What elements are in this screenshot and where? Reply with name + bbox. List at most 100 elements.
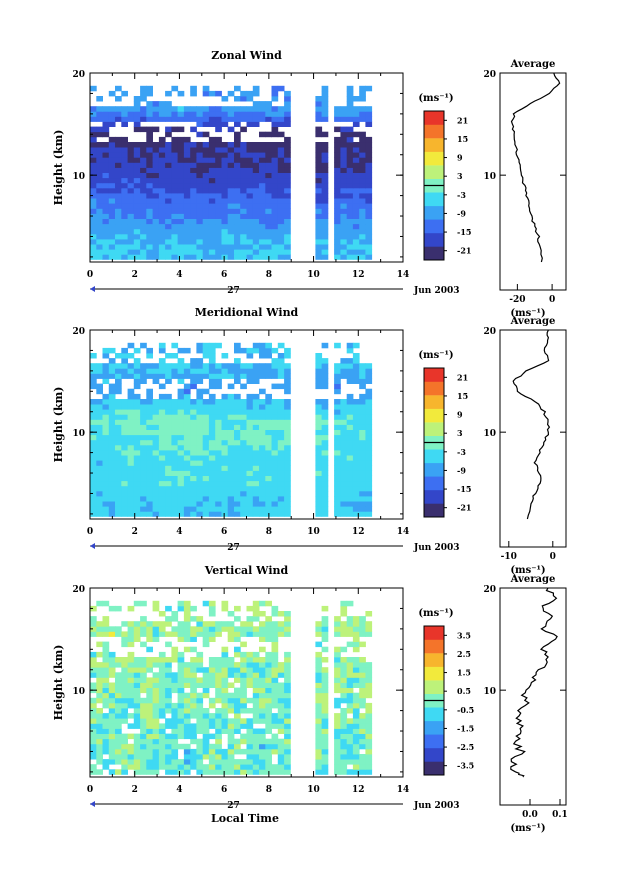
heatmap-cell (202, 182, 210, 189)
heatmap-cell (234, 646, 241, 653)
heatmap-cell (321, 131, 329, 138)
heatmap-cell (152, 111, 160, 117)
heatmap-cell (158, 136, 166, 143)
heatmap-cell (140, 218, 147, 225)
heatmap-cell (115, 233, 122, 240)
heatmap-cell (165, 223, 172, 230)
heatmap-cell (177, 450, 185, 456)
heatmap-cell (133, 147, 141, 153)
heatmap-cell (227, 399, 235, 405)
heatmap-cell (259, 667, 266, 673)
heatmap-cell (190, 157, 197, 163)
heatmap-cell (259, 626, 266, 632)
heatmap-cell (240, 142, 247, 148)
heatmap-cell (171, 193, 179, 199)
heatmap-cell (265, 347, 272, 354)
heatmap-cell (227, 672, 235, 678)
heatmap-cell (265, 692, 272, 699)
heatmap-cell (190, 126, 197, 133)
heatmap-cell (284, 218, 291, 225)
heatmap-cell (96, 116, 103, 122)
heatmap-cell (140, 616, 147, 622)
heatmap-cell (202, 485, 210, 492)
heatmap-cell (346, 748, 354, 755)
heatmap-cell (246, 677, 254, 683)
heatmap-cell (284, 490, 291, 497)
x-tick-label: 4 (176, 527, 182, 537)
heatmap-cell (190, 662, 197, 668)
heatmap-cell (259, 347, 266, 354)
heatmap-cell (334, 718, 341, 724)
heatmap-cell (90, 378, 97, 384)
heatmap-cell (252, 414, 260, 420)
heatmap-cell (240, 465, 247, 471)
heatmap-cell (234, 677, 241, 683)
heatmap-cell (90, 616, 97, 622)
heatmap-cell (227, 480, 235, 487)
heatmap-cell (140, 162, 147, 168)
heatmap-cell (96, 759, 103, 765)
heatmap-cell (190, 657, 197, 663)
heatmap-cell (284, 626, 291, 632)
heatmap-cell (190, 723, 197, 729)
heatmap-cell (115, 697, 122, 704)
heatmap-cell (321, 177, 329, 184)
heatmap-cell (252, 429, 260, 436)
heatmap-cell (140, 600, 147, 607)
heatmap-cell (133, 631, 141, 637)
heatmap-cell (215, 172, 222, 179)
heatmap-cell (133, 228, 141, 235)
heatmap-cell (208, 465, 216, 471)
heatmap-cell (127, 393, 135, 400)
x-tick-label: 14 (397, 527, 410, 537)
heatmap-cell (115, 702, 122, 709)
heatmap-cell (284, 434, 291, 441)
heatmap-cell (227, 506, 235, 512)
heatmap-cell (365, 611, 373, 617)
heatmap-cell (146, 218, 153, 225)
avg-x-tick-label: 0 (550, 552, 556, 562)
heatmap-cell (321, 677, 329, 683)
heatmap-cell (252, 116, 260, 122)
heatmap-cell (234, 177, 241, 184)
heatmap-cell (265, 672, 272, 678)
heatmap-cell (96, 142, 103, 148)
heatmap-cell (152, 748, 160, 755)
heatmap-cell (215, 708, 222, 714)
heatmap-cell (196, 759, 204, 765)
heatmap-cell (277, 444, 285, 451)
heatmap-cell (277, 511, 285, 517)
heatmap-cell (115, 111, 122, 117)
heatmap-cell (315, 249, 323, 255)
heatmap-cell (171, 187, 179, 194)
heatmap-cell (284, 743, 291, 750)
heatmap-cell (346, 409, 354, 415)
heatmap-cell (321, 754, 329, 760)
heatmap-cell (221, 621, 229, 627)
heatmap-cell (108, 692, 116, 699)
heatmap-cell (315, 223, 323, 230)
avg-y-tick-label: 20 (483, 327, 496, 337)
heatmap-cell (284, 682, 291, 688)
heatmap-cell (271, 239, 279, 245)
heatmap-cell (196, 728, 204, 734)
heatmap-cell (127, 213, 135, 219)
heatmap-cell (277, 460, 285, 466)
heatmap-cell (146, 101, 153, 107)
heatmap-cell (102, 424, 110, 430)
heatmap-cell (271, 713, 279, 719)
heatmap-cell (352, 672, 360, 678)
heatmap-cell (177, 409, 185, 415)
heatmap-cell (359, 147, 366, 153)
heatmap-cell (227, 692, 235, 699)
heatmap-cell (108, 218, 116, 225)
heatmap-cell (246, 373, 254, 379)
heatmap-cell (334, 759, 341, 765)
heatmap-cell (259, 455, 266, 461)
heatmap-cell (90, 383, 97, 390)
heatmap-cell (259, 465, 266, 471)
heatmap-cell (346, 455, 354, 461)
heatmap-cell (352, 208, 360, 214)
heatmap-cell (359, 85, 366, 92)
heatmap-cell (227, 419, 235, 425)
